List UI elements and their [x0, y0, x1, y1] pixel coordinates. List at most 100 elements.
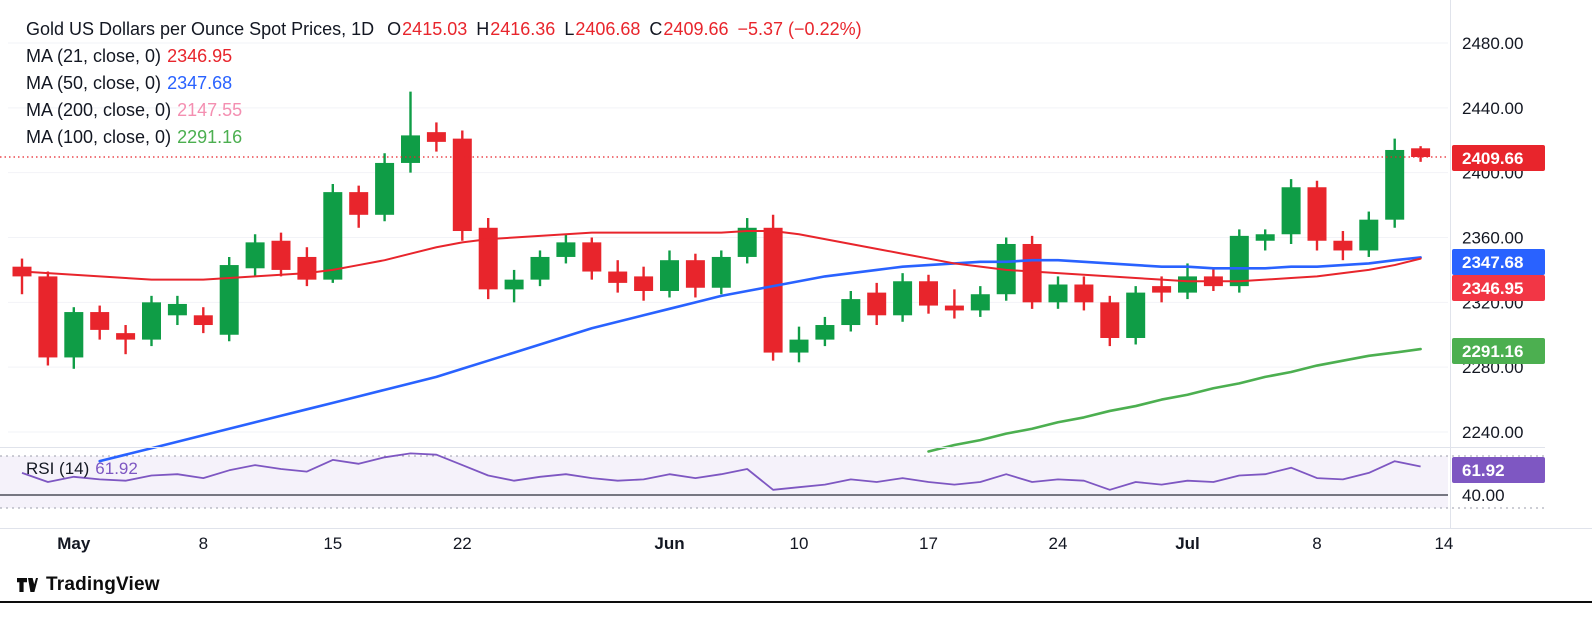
up-candle: [711, 256, 731, 288]
price-tick-label: 2240.00: [1462, 423, 1523, 442]
down-candle: [685, 260, 705, 288]
time-tick-label: 22: [453, 534, 472, 553]
axis-badge: [1452, 457, 1545, 483]
ma-21-row[interactable]: MA (21, close, 0) 2346.95: [26, 43, 862, 70]
up-candle: [789, 339, 809, 353]
time-axis[interactable]: May 8 15 22 Jun 10 17 24 Jul 8 14: [57, 534, 1453, 553]
time-tick-label: 8: [1312, 534, 1321, 553]
up-candle: [504, 279, 524, 290]
down-candle: [582, 242, 602, 272]
up-candle: [245, 242, 265, 269]
down-candle: [867, 292, 887, 316]
ma-100-row[interactable]: MA (100, close, 0) 2291.16: [26, 124, 862, 151]
rsi-legend[interactable]: RSI (14) 61.92: [26, 459, 138, 479]
time-tick-label: Jul: [1175, 534, 1200, 553]
symbol-title[interactable]: Gold US Dollars per Ounce Spot Prices, 1…: [26, 19, 375, 39]
axis-badge: [1452, 275, 1545, 301]
down-candle: [38, 276, 58, 358]
time-tick-label: 14: [1434, 534, 1453, 553]
ohlc-high: H2416.36: [476, 19, 555, 39]
up-candle: [841, 299, 861, 326]
up-candle: [401, 135, 420, 163]
bottom-divider: [0, 601, 1592, 603]
up-candle: [64, 312, 84, 358]
axis-badge: [1452, 249, 1545, 275]
candles: [12, 91, 1431, 369]
up-candle: [219, 265, 239, 335]
footer-brand[interactable]: TradingView: [16, 574, 160, 596]
ma-21-line: [21, 230, 1422, 283]
price-tick-label: 2440.00: [1462, 99, 1523, 118]
up-candle: [1281, 187, 1301, 235]
up-candle: [1126, 292, 1146, 338]
ohlc-low: L2406.68: [564, 19, 640, 39]
change-value: −5.37 (−0.22%): [737, 19, 862, 39]
ma-50-value: 2347.68: [167, 73, 233, 93]
down-candle: [297, 256, 317, 280]
up-candle: [1255, 234, 1275, 241]
up-candle: [970, 294, 990, 311]
time-tick-label: 24: [1049, 534, 1068, 553]
down-candle: [426, 132, 446, 142]
up-candle: [815, 325, 835, 340]
time-tick-label: 8: [199, 534, 208, 553]
up-candle: [375, 162, 395, 215]
down-candle: [1333, 240, 1353, 251]
down-candle: [1100, 302, 1120, 338]
price-tick-label: 2360.00: [1462, 229, 1523, 248]
high-label: H: [476, 19, 490, 39]
low-value: 2406.68: [575, 19, 641, 39]
ma-100-label: MA (100, close, 0): [26, 127, 172, 147]
price-axis[interactable]: 2480.002440.002400.002360.002320.002280.…: [1452, 34, 1545, 505]
up-candle: [167, 303, 187, 316]
ma-50-row[interactable]: MA (50, close, 0) 2347.68: [26, 70, 862, 97]
time-tick-label: 10: [790, 534, 809, 553]
ohlc-open: O2415.03: [387, 19, 467, 39]
ma-100-line: [927, 347, 1422, 453]
down-candle: [1074, 284, 1094, 303]
ma-200-label: MA (200, close, 0): [26, 100, 172, 120]
up-candle: [1359, 219, 1379, 251]
ma-50-label: MA (50, close, 0): [26, 73, 162, 93]
down-candle: [116, 333, 136, 340]
axis-badge: [1452, 338, 1545, 364]
down-candle: [90, 312, 110, 330]
up-candle: [530, 256, 550, 280]
time-tick-label: 17: [919, 534, 938, 553]
ohlc-close: C2409.66: [649, 19, 728, 39]
down-candle: [1411, 148, 1431, 158]
rsi-line: [21, 452, 1421, 491]
up-candle: [660, 260, 679, 291]
down-candle: [1307, 187, 1327, 241]
axis-badge-value: 61.92: [1462, 461, 1505, 480]
up-candle: [1229, 235, 1249, 287]
price-tick-label: 2480.00: [1462, 34, 1523, 53]
open-label: O: [387, 19, 402, 39]
high-value: 2416.36: [490, 19, 556, 39]
close-label: C: [649, 19, 663, 39]
rsi-value: 61.92: [95, 459, 138, 478]
up-candle: [1048, 284, 1068, 303]
time-tick-label: May: [57, 534, 91, 553]
rsi-level-label: 40.00: [1462, 486, 1505, 505]
down-candle: [608, 271, 628, 283]
low-label: L: [564, 19, 575, 39]
ma-200-row[interactable]: MA (200, close, 0) 2147.55: [26, 97, 862, 124]
tradingview-logo-icon[interactable]: [16, 574, 38, 596]
time-tick-label: Jun: [654, 534, 684, 553]
tradingview-wordmark[interactable]: TradingView: [46, 574, 160, 595]
symbol-legend: Gold US Dollars per Ounce Spot Prices, 1…: [26, 16, 862, 151]
axis-badge-value: 2347.68: [1462, 253, 1523, 272]
up-candle: [323, 192, 343, 280]
time-tick-label: 15: [323, 534, 342, 553]
axis-badge-value: 2409.66: [1462, 149, 1523, 168]
symbol-header-row[interactable]: Gold US Dollars per Ounce Spot Prices, 1…: [26, 16, 862, 43]
up-candle: [893, 281, 913, 316]
ma-50-line: [98, 256, 1422, 463]
close-value: 2409.66: [663, 19, 729, 39]
down-candle: [193, 315, 213, 326]
ma-100-value: 2291.16: [177, 127, 243, 147]
axis-badge-value: 2346.95: [1462, 279, 1523, 298]
